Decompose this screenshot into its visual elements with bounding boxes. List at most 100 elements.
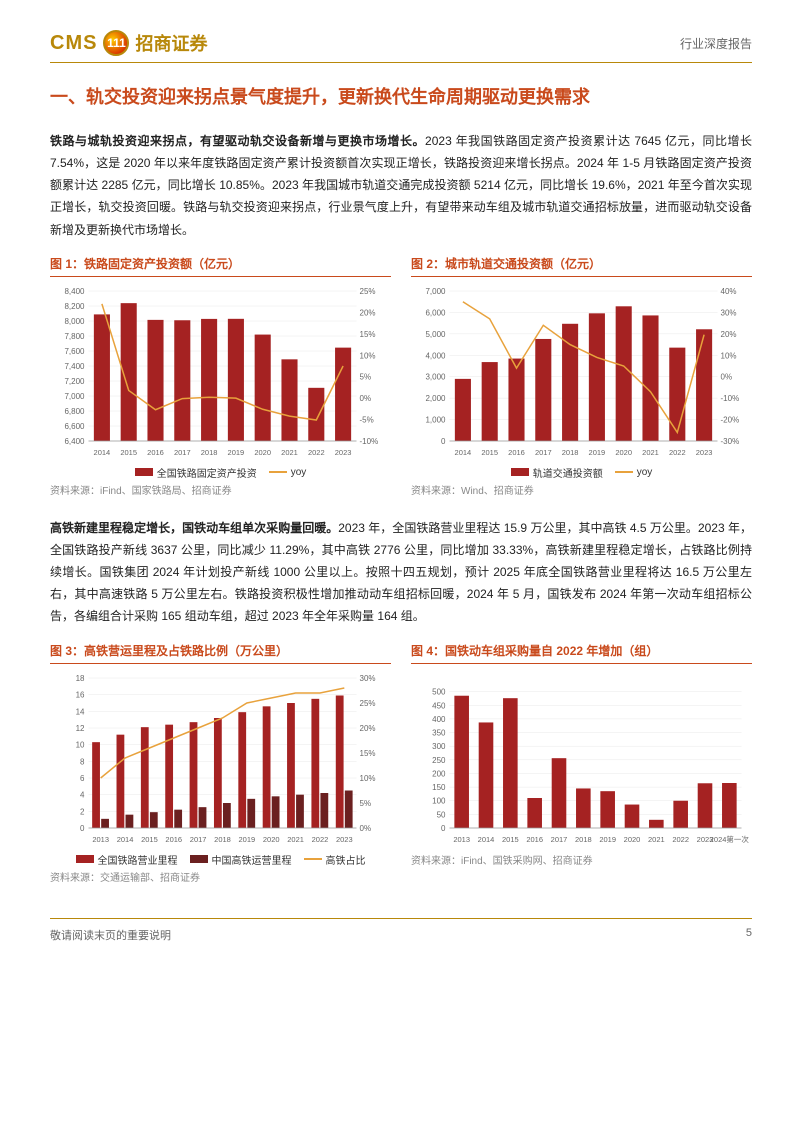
svg-text:-10%: -10% [721, 394, 740, 403]
svg-text:5%: 5% [360, 372, 372, 381]
fig2-source: 资料来源：Wind、招商证券 [411, 482, 752, 497]
svg-text:300: 300 [432, 742, 446, 751]
svg-text:7,000: 7,000 [425, 287, 446, 296]
figure-2: 图 2：城市轨道交通投资额（亿元） 01,0002,0003,0004,0005… [411, 255, 752, 511]
svg-text:2015: 2015 [120, 448, 137, 457]
svg-text:2017: 2017 [535, 448, 552, 457]
svg-text:5%: 5% [360, 799, 372, 808]
svg-text:10%: 10% [721, 351, 737, 360]
svg-text:2013: 2013 [453, 835, 470, 844]
fig2-legend: 轨道交通投资额 yoy [411, 465, 752, 480]
svg-text:-30%: -30% [721, 437, 740, 446]
paragraph-2: 高铁新建里程稳定增长，国铁动车组单次采购量回暖。2023 年，全国铁路营业里程达… [50, 517, 752, 628]
svg-text:2013: 2013 [92, 835, 109, 844]
svg-text:2020: 2020 [263, 835, 280, 844]
svg-text:8,000: 8,000 [64, 317, 85, 326]
svg-text:2014: 2014 [117, 835, 134, 844]
svg-text:20%: 20% [360, 308, 376, 317]
fig1-chart: 6,4006,6006,8007,0007,2007,4007,6007,800… [50, 283, 391, 463]
fig3-chart: 0246810121416180%5%10%15%20%25%30%201320… [50, 670, 391, 850]
svg-text:500: 500 [432, 687, 446, 696]
svg-text:3,000: 3,000 [425, 372, 446, 381]
svg-text:2021: 2021 [642, 448, 659, 457]
svg-text:2018: 2018 [214, 835, 231, 844]
svg-text:450: 450 [432, 701, 446, 710]
svg-text:2020: 2020 [254, 448, 271, 457]
cms-logo-icon: 111 [103, 30, 129, 56]
svg-text:2: 2 [80, 807, 85, 816]
svg-text:6: 6 [80, 774, 85, 783]
svg-text:2019: 2019 [599, 835, 616, 844]
svg-text:18: 18 [76, 674, 85, 683]
fig3-title: 图 3：高铁营运里程及占铁路比例（万公里） [50, 642, 391, 664]
fig2-leg1: 轨道交通投资额 [533, 465, 603, 480]
svg-text:20%: 20% [721, 330, 737, 339]
para2-body: 2023 年，全国铁路营业里程达 15.9 万公里，其中高铁 4.5 万公里。2… [50, 521, 752, 624]
svg-text:8: 8 [80, 757, 85, 766]
svg-text:8,200: 8,200 [64, 302, 85, 311]
svg-text:2016: 2016 [147, 448, 164, 457]
paragraph-1: 铁路与城轨投资迎来拐点，有望驱动轨交设备新增与更换市场增长。2023 年我国铁路… [50, 130, 752, 241]
svg-text:10%: 10% [360, 351, 376, 360]
svg-text:2018: 2018 [201, 448, 218, 457]
svg-text:0%: 0% [360, 824, 372, 833]
fig4-source: 资料来源：iFind、国铁采购网、招商证券 [411, 852, 752, 867]
svg-text:150: 150 [432, 783, 446, 792]
svg-text:2023: 2023 [335, 448, 352, 457]
svg-text:0: 0 [441, 824, 446, 833]
page-header: CMS 111 招商证券 行业深度报告 [50, 30, 752, 63]
fig3-leg3: 高铁占比 [326, 852, 366, 867]
svg-text:2014: 2014 [455, 448, 472, 457]
svg-text:2024第一次: 2024第一次 [710, 834, 750, 844]
cms-text: CMS [50, 32, 97, 55]
svg-text:15%: 15% [360, 330, 376, 339]
footer-note: 敬请阅读末页的重要说明 [50, 927, 171, 943]
svg-text:2016: 2016 [508, 448, 525, 457]
svg-text:7,800: 7,800 [64, 332, 85, 341]
fig3-legend: 全国铁路营业里程 中国高铁运营里程 高铁占比 [50, 852, 391, 867]
svg-text:7,400: 7,400 [64, 362, 85, 371]
charts-row-1: 图 1：铁路固定资产投资额（亿元） 6,4006,6006,8007,0007,… [50, 255, 752, 511]
para2-lead: 高铁新建里程稳定增长，国铁动车组单次采购量回暖。 [50, 521, 338, 535]
svg-text:-5%: -5% [360, 415, 374, 424]
svg-text:2016: 2016 [165, 835, 182, 844]
svg-text:0%: 0% [360, 394, 372, 403]
svg-text:-10%: -10% [360, 437, 379, 446]
svg-text:5,000: 5,000 [425, 330, 446, 339]
svg-text:6,600: 6,600 [64, 422, 85, 431]
section-title: 一、轨交投资迎来拐点景气度提升，更新换代生命周期驱动更换需求 [50, 83, 752, 112]
svg-text:2016: 2016 [526, 835, 543, 844]
svg-text:2022: 2022 [308, 448, 325, 457]
fig3-leg1: 全国铁路营业里程 [98, 852, 178, 867]
svg-text:2023: 2023 [336, 835, 353, 844]
svg-text:2021: 2021 [287, 835, 304, 844]
svg-text:25%: 25% [360, 287, 376, 296]
fig4-chart: 0501001502002503003504004505002013201420… [411, 670, 752, 850]
charts-row-2: 图 3：高铁营运里程及占铁路比例（万公里） 0246810121416180%5… [50, 642, 752, 898]
svg-text:7,000: 7,000 [64, 392, 85, 401]
svg-text:-20%: -20% [721, 415, 740, 424]
svg-text:25%: 25% [360, 699, 376, 708]
para1-lead: 铁路与城轨投资迎来拐点，有望驱动轨交设备新增与更换市场增长。 [50, 134, 425, 148]
svg-text:2021: 2021 [281, 448, 298, 457]
svg-text:0: 0 [80, 824, 85, 833]
figure-4: 图 4：国铁动车组采购量自 2022 年增加（组） 05010015020025… [411, 642, 752, 898]
svg-text:50: 50 [437, 810, 446, 819]
figure-3: 图 3：高铁营运里程及占铁路比例（万公里） 0246810121416180%5… [50, 642, 391, 898]
svg-text:2022: 2022 [312, 835, 329, 844]
fig1-leg2: yoy [291, 467, 307, 478]
svg-text:40%: 40% [721, 287, 737, 296]
svg-text:20%: 20% [360, 724, 376, 733]
page-footer: 敬请阅读末页的重要说明 5 [50, 918, 752, 943]
svg-text:15%: 15% [360, 749, 376, 758]
svg-text:2019: 2019 [589, 448, 606, 457]
page-number: 5 [746, 927, 752, 943]
svg-text:2019: 2019 [228, 448, 245, 457]
svg-text:350: 350 [432, 728, 446, 737]
svg-text:2018: 2018 [575, 835, 592, 844]
svg-text:2017: 2017 [551, 835, 568, 844]
fig2-title: 图 2：城市轨道交通投资额（亿元） [411, 255, 752, 277]
header-category: 行业深度报告 [680, 35, 752, 52]
svg-text:4,000: 4,000 [425, 351, 446, 360]
svg-text:10: 10 [76, 740, 85, 749]
